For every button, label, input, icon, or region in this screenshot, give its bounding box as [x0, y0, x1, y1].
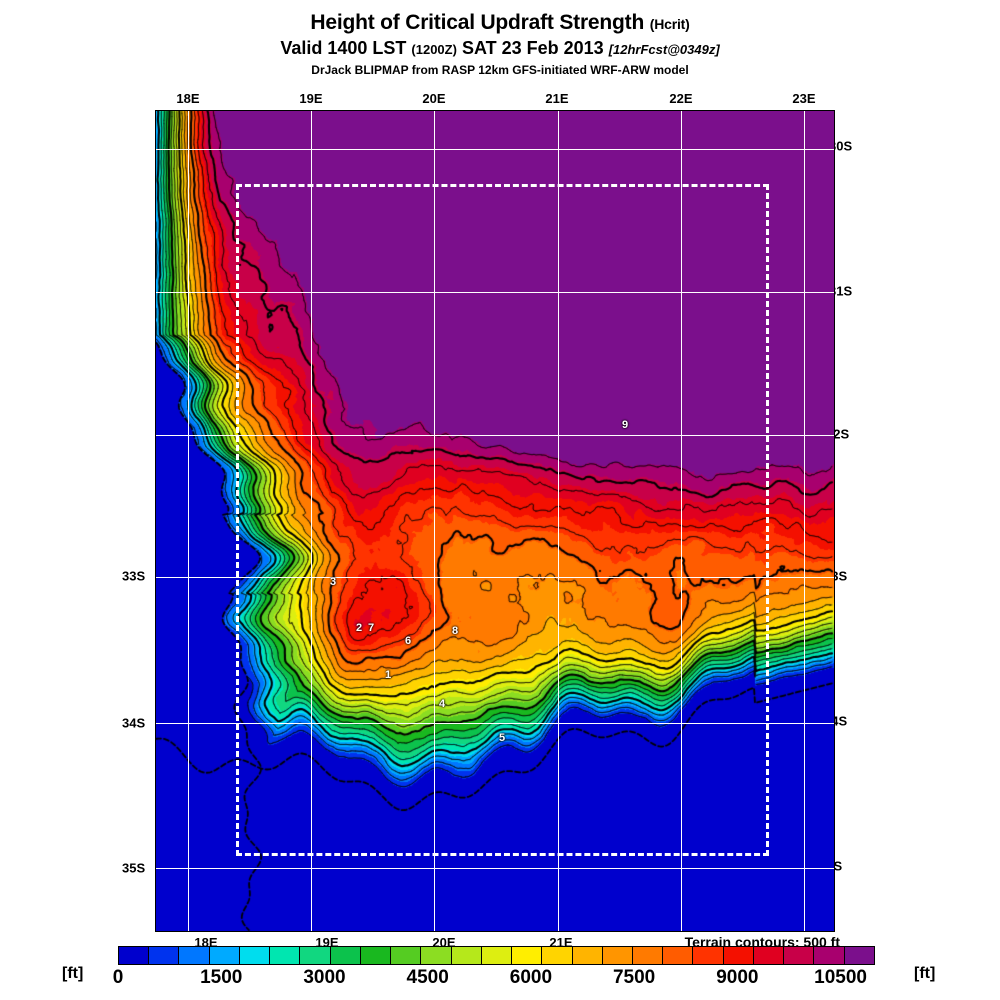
colorbar-legend: [ft] [ft] 0 1500 3000 4500 6000 7500 9000 10500 [0, 946, 1000, 1000]
colorbar-swatch-6 [300, 947, 331, 964]
colorbar-swatch-19 [693, 947, 724, 964]
colorbar-swatch-12 [481, 947, 513, 964]
colorbar-unit-right: [ft] [914, 965, 936, 982]
lat-tick-left-35s: 35S [122, 860, 146, 876]
title-main-paren: (Hcrit) [649, 16, 690, 32]
colorbar-swatch-20 [723, 947, 754, 964]
colorbar-tick-9000: 9000 [716, 967, 759, 988]
colorbar-swatch-7 [330, 947, 361, 964]
colorbar-tick-10500: 10500 [814, 967, 867, 988]
colorbar-swatch-21 [753, 947, 785, 964]
colorbar-swatch-8 [360, 947, 392, 964]
lon-tick-top-22e: 22E [669, 91, 693, 106]
lon-tick-top-21e: 21E [545, 91, 569, 106]
lon-tick-top-19e: 19E [299, 91, 323, 106]
colorbar-swatch-16 [602, 947, 633, 964]
lon-tick-bottom-19e: 19E [315, 935, 339, 950]
title-block: Height of Critical Updraft Strength (Hcr… [0, 0, 1000, 77]
colorbar-swatch-2 [179, 947, 210, 964]
title-main-text: Height of Critical Updraft Strength [310, 11, 645, 34]
hcrit-raster [156, 111, 834, 931]
colorbar-tick-4500: 4500 [406, 967, 449, 988]
colorbar-swatch-14 [542, 947, 573, 964]
colorbar-swatch-11 [451, 947, 482, 964]
colorbar-tick-0: 0 [112, 967, 124, 988]
colorbar-gradient[interactable] [118, 946, 875, 965]
colorbar-swatch-1 [149, 947, 180, 964]
lon-tick-bottom-18e: 18E [194, 935, 218, 950]
colorbar-tick-3000: 3000 [303, 967, 346, 988]
colorbar-tick-7500: 7500 [612, 967, 656, 988]
lon-tick-top-18e: 18E [176, 91, 200, 106]
colorbar-swatch-3 [209, 947, 240, 964]
colorbar-unit-left: [ft] [62, 965, 84, 982]
page-title: Height of Critical Updraft Strength (Hcr… [0, 11, 1000, 34]
colorbar-swatch-18 [663, 947, 694, 964]
colorbar-swatch-13 [512, 947, 543, 964]
valid-date: SAT 23 Feb 2013 [461, 38, 604, 59]
colorbar-swatch-0 [119, 947, 150, 964]
colorbar-swatch-5 [270, 947, 301, 964]
valid-zulu: (1200Z) [411, 42, 457, 58]
lon-tick-bottom-20e: 20E [432, 935, 456, 950]
colorbar-swatch-23 [814, 947, 845, 964]
colorbar-swatch-24 [844, 947, 874, 964]
lon-tick-top-23e: 23E [792, 91, 816, 106]
lat-tick-left-33s: 33S [122, 568, 146, 584]
valid-prefix: Valid 1400 LST [280, 38, 407, 59]
colorbar-swatch-15 [572, 947, 603, 964]
colorbar-swatch-17 [632, 947, 664, 964]
lat-tick-left-34s: 34S [122, 715, 146, 731]
colorbar-tick-1500: 1500 [200, 967, 243, 988]
colorbar-swatch-4 [239, 947, 271, 964]
colorbar-swatch-10 [421, 947, 452, 964]
colorbar-tick-6000: 6000 [509, 967, 553, 988]
colorbar-swatch-9 [391, 947, 422, 964]
title-valid-line: Valid 1400 LST (1200Z) SAT 23 Feb 2013 [… [0, 39, 1000, 58]
model-subtitle: DrJack BLIPMAP from RASP 12km GFS-initia… [311, 62, 689, 77]
forecast-tag: [12hrFcst@0349z] [608, 42, 720, 58]
lon-tick-top-20e: 20E [422, 91, 446, 106]
lon-tick-bottom-21e: 21E [549, 935, 573, 950]
colorbar-swatch-22 [784, 947, 815, 964]
